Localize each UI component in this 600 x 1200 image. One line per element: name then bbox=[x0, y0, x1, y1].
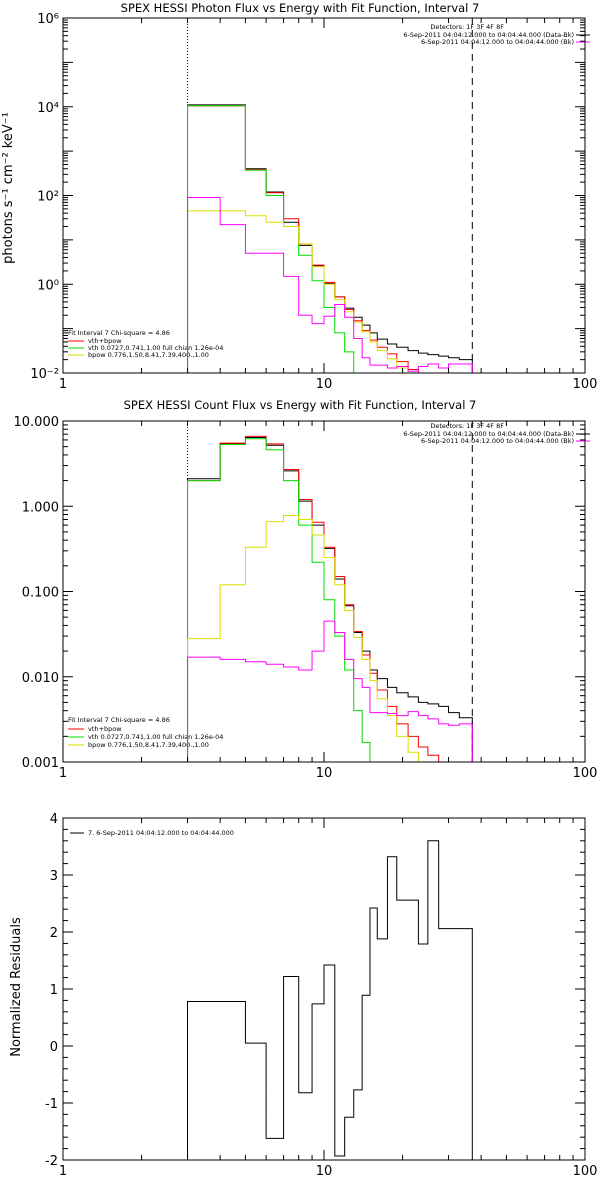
y-tick-label: 0.100 bbox=[22, 586, 59, 601]
x-tick-label: 10 bbox=[316, 377, 333, 392]
y-tick-label: 10⁶ bbox=[37, 12, 59, 27]
y-tick-label: 3 bbox=[50, 869, 58, 884]
x-tick-label: 10 bbox=[316, 1164, 333, 1179]
y-tick-label: 4 bbox=[50, 812, 58, 827]
legend-top-line-1: 6-Sep-2011 04:04:12.000 to 04:04:44.000 … bbox=[403, 31, 574, 39]
panel-title: SPEX HESSI Count Flux vs Energy with Fit… bbox=[124, 398, 477, 412]
series-bk bbox=[187, 620, 473, 762]
legend-top-line-2: 6-Sep-2011 04:04:12.000 to 04:04:44.000 … bbox=[421, 437, 574, 445]
legend-top-line-1: 6-Sep-2011 04:04:12.000 to 04:04:44.000 … bbox=[403, 430, 574, 438]
x-tick-label: 100 bbox=[573, 1164, 598, 1179]
series-data-bk bbox=[187, 104, 473, 373]
legend-line-bpow: bpow 0.776,1.50,8.41,7.39,400.,1.00 bbox=[88, 351, 209, 359]
series-vth-bpow bbox=[187, 435, 473, 762]
y-tick-label: 2 bbox=[50, 926, 58, 941]
x-tick-label: 100 bbox=[573, 766, 598, 781]
y-tick-label: 10.000 bbox=[14, 415, 60, 430]
series-vth-bpow bbox=[187, 105, 473, 373]
x-tick-label: 1 bbox=[59, 766, 67, 781]
y-tick-label: 10⁻² bbox=[30, 367, 59, 382]
legend-line-sum: vth+bpow bbox=[88, 725, 122, 733]
y-tick-label: 1.000 bbox=[22, 500, 59, 515]
legend-detectors: Detectors: 1F 3F 4F 8F bbox=[430, 422, 504, 430]
x-tick-label: 10 bbox=[316, 766, 333, 781]
y-tick-label: 10⁴ bbox=[37, 101, 59, 116]
legend-line-bpow: bpow 0.776,1.50,8.41,7.39,400.,1.00 bbox=[88, 741, 209, 749]
legend-top-line-2: 6-Sep-2011 04:04:12.000 to 04:04:44.000 … bbox=[421, 38, 574, 46]
series-residuals bbox=[187, 840, 473, 1160]
y-tick-label: -2 bbox=[45, 1154, 58, 1169]
y-tick-label: 10⁰ bbox=[37, 278, 59, 293]
y-tick-label: -1 bbox=[45, 1097, 58, 1112]
legend-line-vth: vth 0.0727,0.741,1.00 full chian 1.26e-0… bbox=[88, 733, 223, 741]
photon-flux-panel: SPEX HESSI Photon Flux vs Energy with Fi… bbox=[1, 1, 597, 392]
legend-line-sum: vth+bpow bbox=[88, 337, 122, 345]
series-vth bbox=[187, 438, 473, 762]
x-tick-label: 1 bbox=[59, 1164, 67, 1179]
count-flux-panel: SPEX HESSI Count Flux vs Energy with Fit… bbox=[14, 398, 598, 781]
y-tick-label: 10² bbox=[37, 190, 59, 205]
y-axis-label: photons s⁻¹ cm⁻² keV⁻¹ bbox=[1, 112, 16, 264]
legend-fit-header: Fit Interval 7 Chi-square = 4.86 bbox=[68, 329, 170, 337]
x-tick-label: 100 bbox=[573, 377, 598, 392]
y-tick-label: 0 bbox=[50, 1040, 58, 1055]
y-tick-label: 1 bbox=[50, 983, 58, 998]
x-tick-label: 1 bbox=[59, 377, 67, 392]
y-tick-label: 0.010 bbox=[22, 671, 59, 686]
legend-label: 7. 6-Sep-2011 04:04:12.000 to 04:04:44.0… bbox=[88, 829, 234, 837]
panel-title: SPEX HESSI Photon Flux vs Energy with Fi… bbox=[121, 1, 480, 15]
legend-fit-header: Fit Interval 7 Chi-square = 4.86 bbox=[68, 716, 170, 724]
legend-line-vth: vth 0.0727,0.741,1.00 full chian 1.26e-0… bbox=[88, 344, 223, 352]
residuals-panel: Normalized Residuals 7. 6-Sep-2011 04:04… bbox=[9, 812, 597, 1179]
series-vth bbox=[187, 105, 473, 373]
series-bpow bbox=[187, 210, 473, 373]
series-bpow bbox=[187, 514, 473, 762]
series-bk bbox=[187, 197, 473, 373]
legend-detectors: Detectors: 1F 3F 4F 8F bbox=[430, 23, 504, 31]
y-tick-label: 0.001 bbox=[22, 756, 59, 771]
y-axis-label: Normalized Residuals bbox=[9, 917, 24, 1057]
